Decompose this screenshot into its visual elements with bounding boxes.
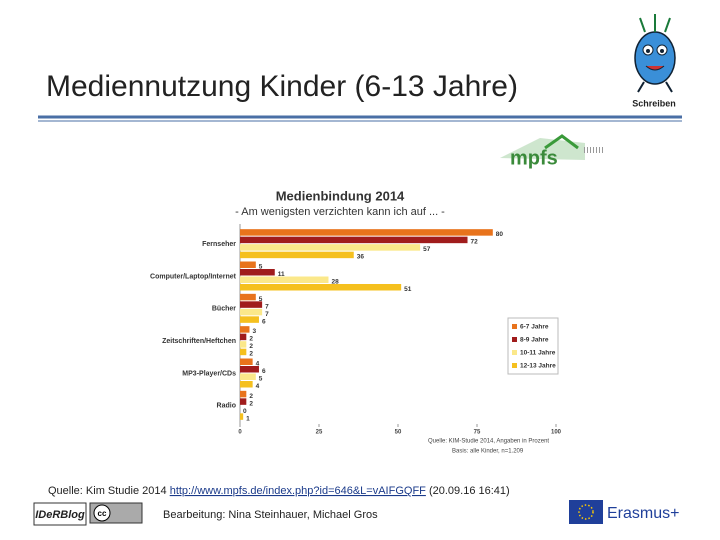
bar bbox=[240, 251, 354, 259]
data-label: 3 bbox=[252, 328, 256, 335]
legend-swatch bbox=[512, 324, 517, 329]
mascot bbox=[634, 14, 676, 93]
slide-title: Mediennutzung Kinder (6-13 Jahre) bbox=[46, 70, 518, 103]
footer-logo: IDeRBlog bbox=[35, 509, 85, 521]
bar bbox=[240, 366, 259, 373]
bar bbox=[240, 244, 421, 251]
x-tick-label: 50 bbox=[395, 430, 402, 436]
bar bbox=[240, 413, 244, 420]
data-label: 80 bbox=[496, 231, 504, 238]
eu-flag bbox=[569, 500, 603, 524]
data-label: 2 bbox=[249, 351, 253, 358]
data-label: 11 bbox=[278, 271, 285, 278]
bar bbox=[240, 229, 493, 236]
x-tick-label: 75 bbox=[474, 430, 481, 436]
bar bbox=[240, 333, 247, 341]
source: Quelle: Kim Studie 2014 http://www.mpfs.… bbox=[48, 485, 510, 497]
bar bbox=[240, 341, 247, 348]
data-label: 2 bbox=[249, 393, 253, 400]
bar bbox=[240, 293, 256, 301]
eu-stars bbox=[578, 504, 594, 520]
bar bbox=[240, 236, 468, 244]
x-tick-label: 100 bbox=[551, 430, 562, 436]
bar bbox=[240, 398, 247, 405]
data-label: 1 bbox=[246, 415, 250, 422]
legend-swatch bbox=[512, 337, 517, 342]
bar bbox=[240, 308, 263, 316]
y-tick-label: Bücher bbox=[212, 306, 236, 313]
logo: mpfs bbox=[510, 147, 558, 169]
data-label: 72 bbox=[471, 239, 479, 246]
chart-source: Quelle: KIM-Studie 2014, Angaben in Proz… bbox=[428, 439, 549, 445]
source-link[interactable]: http://www.mpfs.de/index.php?id=646&L=vA… bbox=[170, 485, 426, 497]
chart-title: Medienbindung 2014 bbox=[276, 188, 405, 203]
bar bbox=[240, 316, 259, 323]
y-tick-label: MP3-Player/CDs bbox=[182, 370, 236, 377]
bar bbox=[240, 284, 402, 291]
chart: Medienbindung 2014 - Am wenigsten verzic… bbox=[235, 188, 549, 454]
legend-label: 12-13 Jahre bbox=[520, 363, 556, 370]
source-date: (20.09.16 16:41) bbox=[429, 485, 510, 497]
logo-shape bbox=[500, 138, 585, 160]
data-label: 7 bbox=[265, 311, 269, 318]
bar bbox=[240, 390, 247, 398]
data-label: 4 bbox=[256, 383, 260, 390]
data-label: 5 bbox=[259, 375, 263, 382]
legend-label: 10-11 Jahre bbox=[520, 350, 556, 357]
y-tick-label: Computer/Laptop/Internet bbox=[150, 273, 237, 280]
data-label: 57 bbox=[423, 246, 431, 253]
data-label: 4 bbox=[256, 360, 260, 367]
legend-label: 8-9 Jahre bbox=[520, 337, 549, 344]
logo-roof bbox=[544, 134, 579, 150]
legend-swatch bbox=[512, 350, 517, 355]
legend-label: 6-7 Jahre bbox=[520, 324, 549, 331]
bar bbox=[240, 269, 275, 276]
license-circle bbox=[93, 504, 111, 522]
mascot-label: Schreiben bbox=[632, 98, 676, 108]
data-label: 6 bbox=[262, 318, 266, 325]
license: cc bbox=[98, 509, 107, 518]
y-tick-label: Radio bbox=[217, 403, 236, 410]
bar bbox=[240, 261, 256, 268]
bar bbox=[240, 326, 250, 333]
data-label: 28 bbox=[331, 278, 339, 285]
footer-logo-box bbox=[33, 502, 87, 526]
legend-swatch bbox=[512, 363, 517, 368]
y-tick-label: Fernseher bbox=[202, 241, 236, 248]
x-tick-label: 25 bbox=[316, 430, 323, 436]
data-label: 5 bbox=[259, 296, 263, 303]
bar bbox=[240, 373, 256, 380]
y-tick-label: Zeitschriften/Heftchen bbox=[162, 338, 236, 345]
funder: Erasmus+ bbox=[607, 505, 679, 522]
chart-base: Basis: alle Kinder, n=1.209 bbox=[452, 449, 524, 455]
data-label: 5 bbox=[259, 263, 263, 270]
data-label: 2 bbox=[249, 400, 253, 407]
bar bbox=[240, 358, 253, 365]
data-label: 7 bbox=[265, 303, 269, 310]
data-label: 51 bbox=[404, 286, 412, 293]
data-label: 6 bbox=[262, 368, 266, 375]
bar bbox=[240, 348, 247, 356]
data-label: 2 bbox=[249, 343, 253, 350]
data-label: 0 bbox=[243, 408, 247, 415]
data-label: 2 bbox=[249, 336, 253, 343]
source-prefix: Quelle: Kim Studie 2014 bbox=[48, 485, 167, 497]
credits: Bearbeitung: Nina Steinhauer, Michael Gr… bbox=[163, 509, 378, 521]
chart-subtitle: - Am wenigsten verzichten kann ich auf .… bbox=[235, 206, 445, 218]
bar bbox=[240, 381, 253, 388]
bar bbox=[240, 276, 329, 283]
bar bbox=[240, 301, 263, 308]
data-label: 36 bbox=[357, 254, 365, 261]
x-tick-label: 0 bbox=[238, 430, 242, 436]
